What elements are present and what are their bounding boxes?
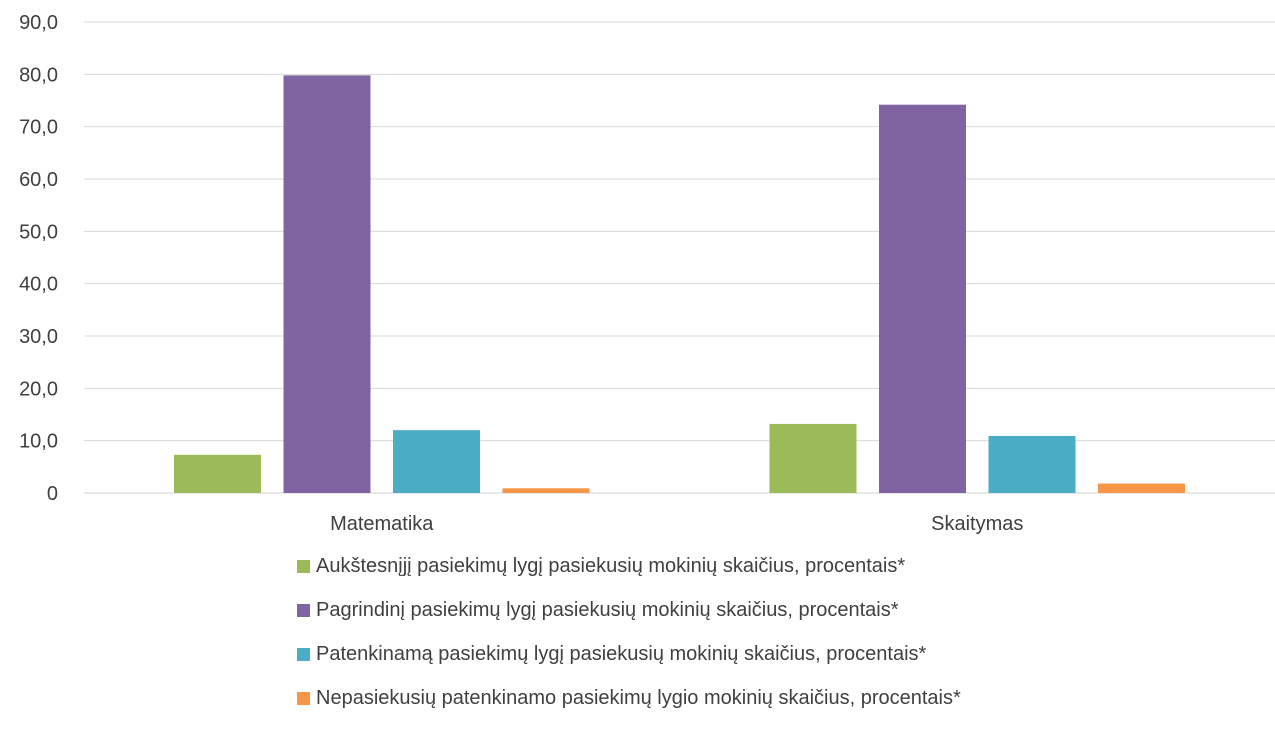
y-tick-label: 60,0 — [19, 169, 58, 191]
y-tick-label: 80,0 — [19, 64, 58, 86]
bar-matematika-series-4 — [502, 488, 590, 493]
x-category-label: Skaitymas — [931, 513, 1023, 535]
legend-item: Patenkinamą pasiekimų lygį pasiekusių mo… — [297, 642, 961, 665]
bar-skaitymas-series-4 — [1098, 483, 1185, 493]
legend-swatch — [297, 691, 310, 705]
y-tick-label: 10,0 — [19, 431, 58, 453]
legend-label: Pagrindinį pasiekimų lygį pasiekusių mok… — [316, 598, 899, 621]
legend-label: Nepasiekusių patenkinamo pasiekimų lygio… — [316, 686, 961, 709]
y-tick-label: 70,0 — [19, 117, 58, 139]
gridlines — [84, 21, 1275, 494]
legend: Aukštesnįjį pasiekimų lygį pasiekusių mo… — [297, 554, 961, 732]
bar-matematika-series-3 — [393, 430, 480, 493]
x-category-label: Matematika — [330, 513, 434, 535]
y-tick-label: 20,0 — [19, 378, 58, 400]
bar-matematika-series-2 — [283, 75, 371, 493]
y-tick-label: 40,0 — [19, 274, 58, 296]
legend-label: Patenkinamą pasiekimų lygį pasiekusių mo… — [316, 642, 927, 665]
legend-item: Pagrindinį pasiekimų lygį pasiekusių mok… — [297, 598, 961, 621]
bar-skaitymas-series-2 — [879, 104, 966, 493]
legend-swatch — [297, 559, 310, 573]
y-tick-label: 30,0 — [19, 326, 58, 348]
x-axis-category-labels: Matematika Skaitymas — [330, 513, 1023, 535]
legend-swatch — [297, 603, 310, 617]
y-tick-label: 50,0 — [19, 221, 58, 243]
legend-item: Aukštesnįjį pasiekimų lygį pasiekusių mo… — [297, 554, 961, 577]
legend-label: Aukštesnįjį pasiekimų lygį pasiekusių mo… — [316, 554, 906, 577]
bar-skaitymas-series-1 — [769, 423, 857, 493]
y-axis-tick-labels: 0 10,0 20,0 30,0 40,0 50,0 60,0 70,0 80,0 90,0 — [19, 12, 58, 505]
bar-skaitymas-series-3 — [988, 435, 1076, 493]
bar-matematika-series-1 — [174, 454, 261, 493]
y-tick-label: 0 — [47, 483, 58, 505]
legend-item: Nepasiekusių patenkinamo pasiekimų lygio… — [297, 686, 961, 709]
legend-swatch — [297, 647, 310, 661]
bars — [174, 75, 1185, 493]
y-tick-label: 90,0 — [19, 12, 58, 34]
